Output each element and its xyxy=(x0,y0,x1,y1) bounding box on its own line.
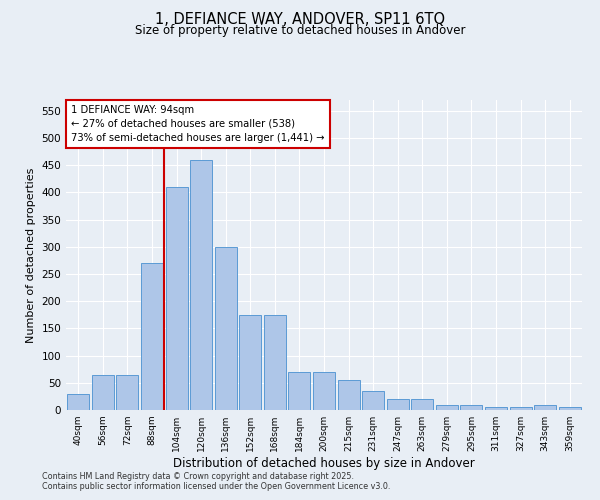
Text: Contains HM Land Registry data © Crown copyright and database right 2025.: Contains HM Land Registry data © Crown c… xyxy=(42,472,354,481)
Bar xyxy=(436,404,458,410)
Bar xyxy=(190,160,212,410)
Bar xyxy=(116,374,139,410)
Y-axis label: Number of detached properties: Number of detached properties xyxy=(26,168,36,342)
Bar xyxy=(264,315,286,410)
Bar xyxy=(166,187,188,410)
Bar xyxy=(485,408,507,410)
Bar xyxy=(92,374,114,410)
Text: 1 DEFIANCE WAY: 94sqm
← 27% of detached houses are smaller (538)
73% of semi-det: 1 DEFIANCE WAY: 94sqm ← 27% of detached … xyxy=(71,104,325,142)
Bar xyxy=(338,380,359,410)
Bar xyxy=(386,399,409,410)
X-axis label: Distribution of detached houses by size in Andover: Distribution of detached houses by size … xyxy=(173,457,475,470)
Bar xyxy=(559,408,581,410)
Text: 1, DEFIANCE WAY, ANDOVER, SP11 6TQ: 1, DEFIANCE WAY, ANDOVER, SP11 6TQ xyxy=(155,12,445,28)
Bar xyxy=(509,408,532,410)
Text: Size of property relative to detached houses in Andover: Size of property relative to detached ho… xyxy=(135,24,465,37)
Bar xyxy=(239,315,262,410)
Bar xyxy=(289,372,310,410)
Bar xyxy=(411,399,433,410)
Bar xyxy=(362,391,384,410)
Bar xyxy=(313,372,335,410)
Bar xyxy=(215,247,237,410)
Bar xyxy=(67,394,89,410)
Bar xyxy=(534,404,556,410)
Bar xyxy=(460,404,482,410)
Text: Contains public sector information licensed under the Open Government Licence v3: Contains public sector information licen… xyxy=(42,482,391,491)
Bar xyxy=(141,263,163,410)
